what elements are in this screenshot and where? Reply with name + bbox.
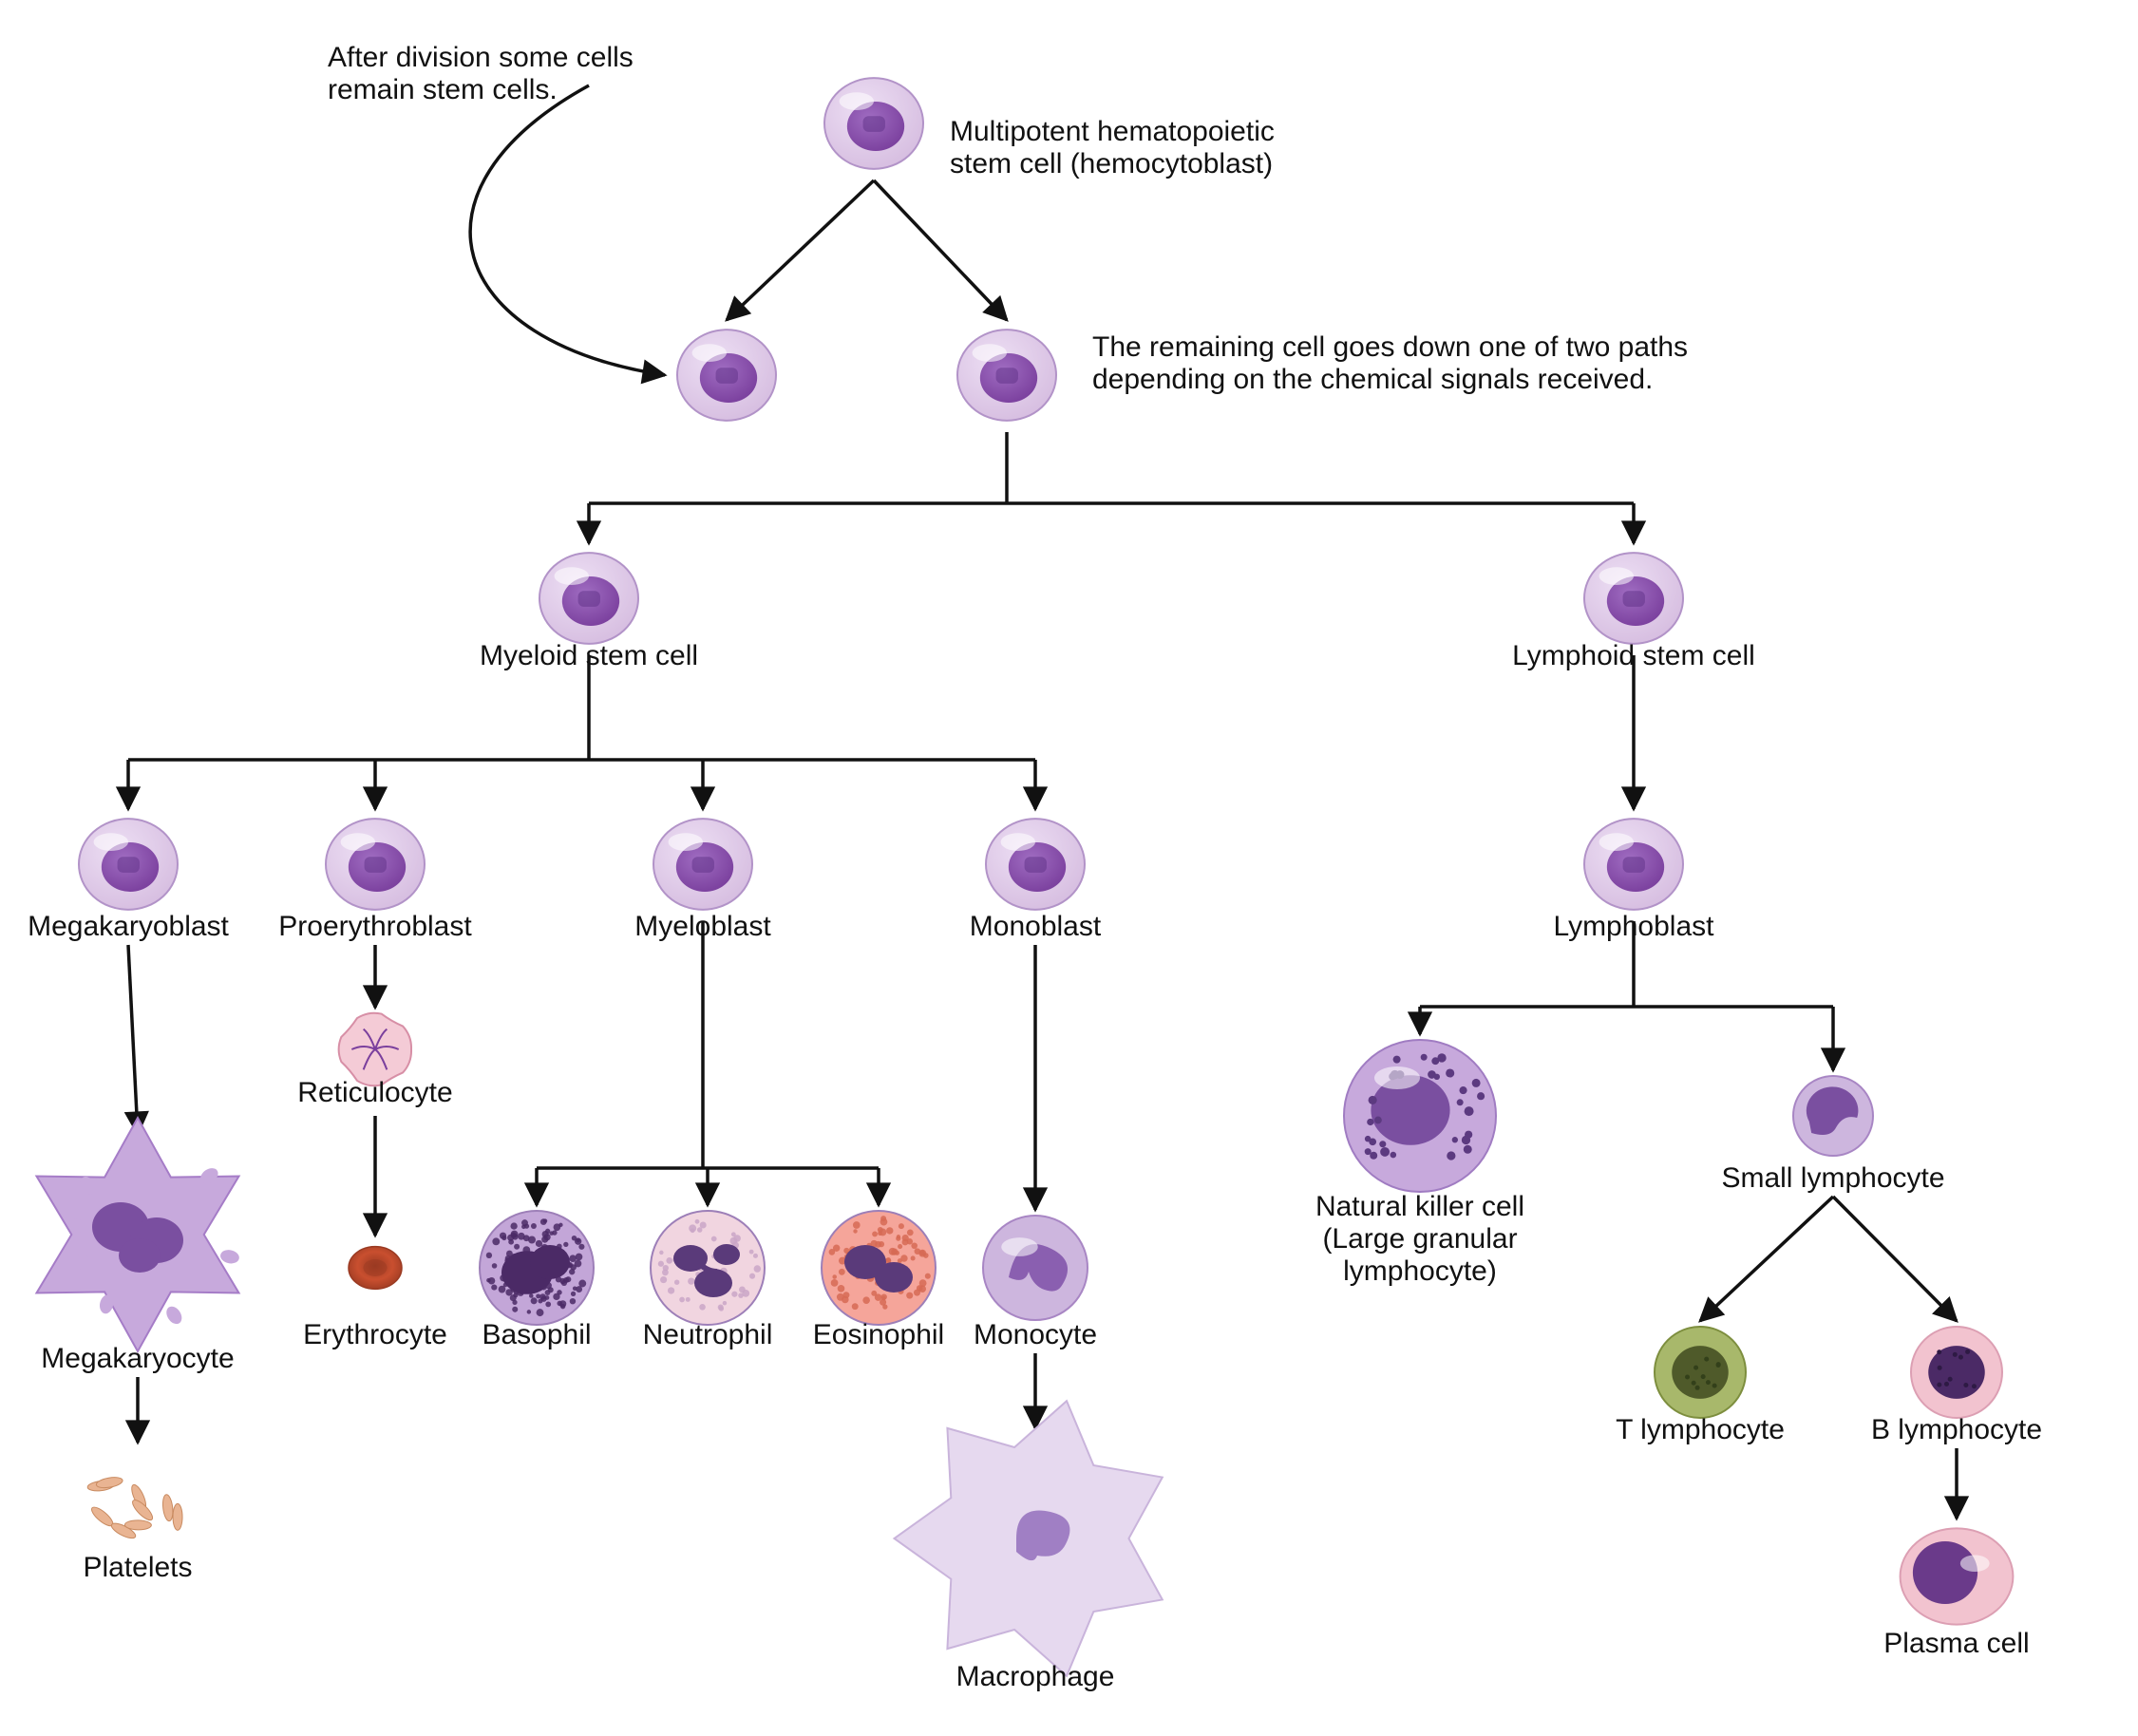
label-basophil: Basophil <box>482 1319 591 1350</box>
label-lymphoblast: Lymphoblast <box>1554 911 1715 942</box>
label-t_lymph: T lymphocyte <box>1616 1414 1785 1445</box>
label-neutrophil: Neutrophil <box>643 1319 773 1350</box>
label-nk: Natural killer cell(Large granularlympho… <box>1315 1191 1524 1287</box>
cell-myeloid <box>539 553 638 644</box>
cell-plasma <box>1901 1528 2014 1624</box>
cell-erythrocyte <box>349 1247 402 1290</box>
annotation-two_paths: The remaining cell goes down one of two … <box>1092 331 1688 395</box>
label-monocyte: Monocyte <box>974 1319 1097 1350</box>
cell-hsc <box>824 78 923 169</box>
label-platelets: Platelets <box>83 1552 192 1583</box>
label-small_lymph: Small lymphocyte <box>1721 1162 1944 1194</box>
label-lymphoid: Lymphoid stem cell <box>1512 640 1755 671</box>
label-reticulocyte: Reticulocyte <box>297 1077 452 1108</box>
label-myeloid: Myeloid stem cell <box>480 640 698 671</box>
label-megakaryoblast: Megakaryoblast <box>28 911 229 942</box>
label-plasma: Plasma cell <box>1883 1628 2029 1659</box>
cell-monoblast <box>986 819 1085 910</box>
cell-megakaryocyte <box>36 1118 240 1351</box>
cell-lymphoblast <box>1584 819 1683 910</box>
cell-myeloblast <box>653 819 752 910</box>
cell-nk <box>1344 1040 1496 1192</box>
cell-dau_left <box>677 330 776 421</box>
annotation-hemocytoblast: Multipotent hematopoieticstem cell (hemo… <box>950 116 1275 179</box>
cell-monocyte <box>983 1216 1088 1320</box>
label-proerythroblast: Proerythroblast <box>278 911 472 942</box>
cell-megakaryoblast <box>79 819 178 910</box>
cell-b_lymph <box>1911 1327 2002 1418</box>
label-macrophage: Macrophage <box>956 1661 1115 1692</box>
label-monoblast: Monoblast <box>970 911 1102 942</box>
annotation-after_division: After division some cellsremain stem cel… <box>328 42 634 105</box>
cell-dau_right <box>957 330 1056 421</box>
hematopoiesis-diagram: Myeloid stem cell Lymphoid stem cell Megak… <box>0 0 2138 1736</box>
label-b_lymph: B lymphocyte <box>1871 1414 2042 1445</box>
cell-basophil <box>480 1211 594 1325</box>
cell-platelets <box>87 1476 182 1541</box>
label-myeloblast: Myeloblast <box>634 911 771 942</box>
label-megakaryocyte: Megakaryocyte <box>41 1343 234 1374</box>
label-erythrocyte: Erythrocyte <box>303 1319 447 1350</box>
label-eosinophil: Eosinophil <box>813 1319 944 1350</box>
cell-small_lymph <box>1793 1076 1873 1156</box>
cell-eosinophil <box>822 1211 936 1325</box>
cell-lymphoid <box>1584 553 1683 644</box>
cell-proerythroblast <box>326 819 425 910</box>
cell-t_lymph <box>1655 1327 1746 1418</box>
cell-macrophage <box>895 1401 1163 1676</box>
cell-neutrophil <box>651 1211 765 1325</box>
cell-reticulocyte <box>339 1013 411 1086</box>
